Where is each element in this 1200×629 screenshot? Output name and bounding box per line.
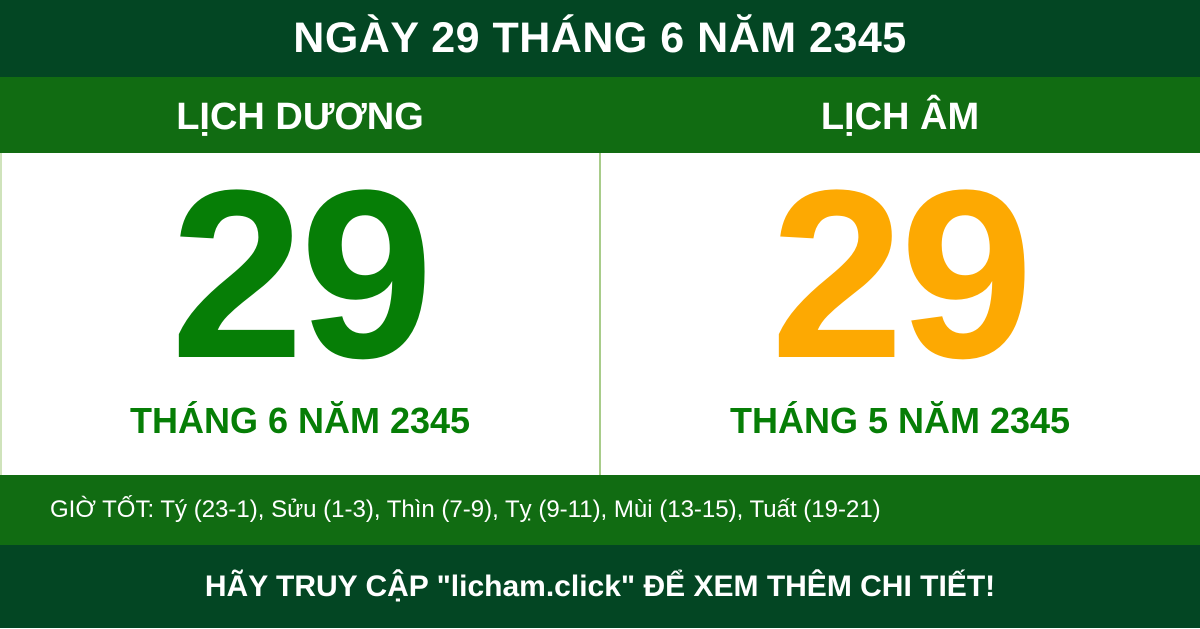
good-hours: GIỜ TỐT: Tý (23-1), Sửu (1-3), Thìn (7-9… (0, 475, 1200, 545)
solar-calendar-heading: LỊCH DƯƠNG (176, 96, 424, 138)
solar-day: 29 (170, 140, 434, 408)
lunar-day: 29 (770, 140, 1034, 408)
lunar-calendar-heading: LỊCH ÂM (820, 96, 980, 138)
footer-cta: HÃY TRUY CẬP "licham.click" ĐỂ XEM THÊM … (0, 545, 1200, 628)
left-edge (0, 153, 2, 475)
column-divider (599, 153, 601, 475)
page-title: NGÀY 29 THÁNG 6 NĂM 2345 (0, 0, 1200, 77)
calendar-headers: LỊCH DƯƠNG LỊCH ÂM (0, 77, 1200, 153)
lunar-month-year: THÁNG 5 NĂM 2345 (729, 400, 1071, 441)
calendar-body: 29 THÁNG 6 NĂM 2345 29 THÁNG 5 NĂM 2345 (0, 153, 1200, 475)
solar-month-year: THÁNG 6 NĂM 2345 (129, 400, 471, 441)
